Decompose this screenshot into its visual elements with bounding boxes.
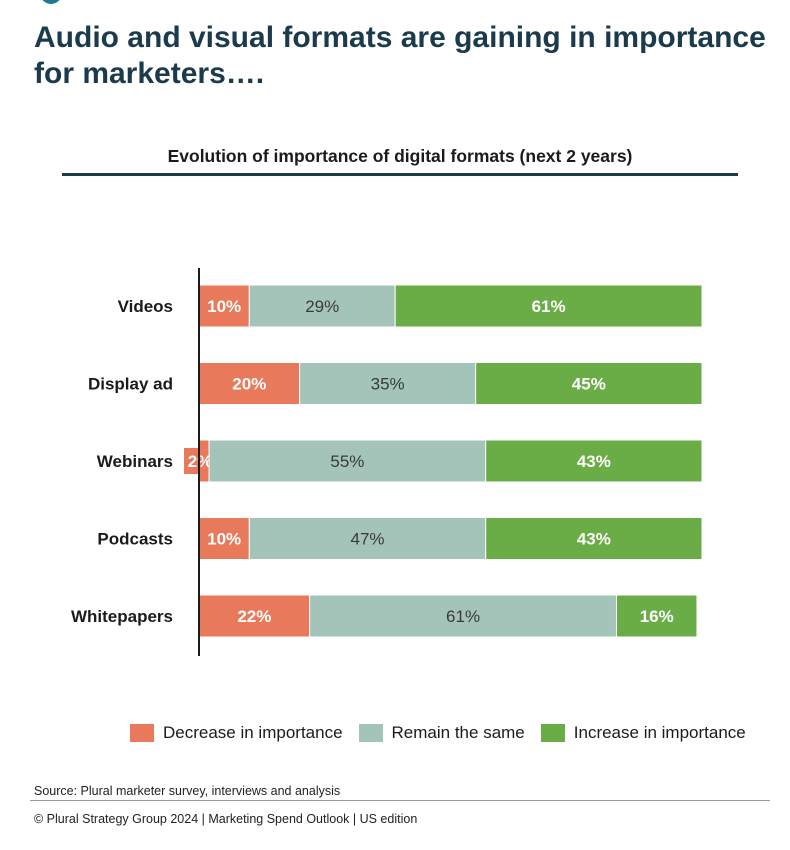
data-label-videos-decrease-in-importance: 10% <box>207 297 241 316</box>
bar-webinars-increase-in-importance <box>485 439 703 483</box>
category-label-display-ad: Display ad <box>88 375 173 394</box>
data-label-podcasts-increase-in-importance: 43% <box>577 530 611 549</box>
bar-videos-increase-in-importance <box>394 284 703 328</box>
corner-logo-mark <box>40 0 62 4</box>
legend-swatch-increase <box>540 724 565 742</box>
bar-podcasts-decrease-in-importance <box>198 517 250 560</box>
chart-title-rule <box>62 173 738 176</box>
data-label-whitepapers-remain-the-same: 61% <box>446 607 480 626</box>
category-label-whitepapers: Whitepapers <box>71 607 173 626</box>
data-label-videos-remain-the-same: 29% <box>305 297 339 316</box>
category-label-webinars: Webinars <box>97 452 173 471</box>
legend-item-remain: Remain the same <box>358 723 525 743</box>
footer-rule <box>30 800 770 801</box>
source-note: Source: Plural marketer survey, intervie… <box>34 784 341 798</box>
bar-podcasts-increase-in-importance <box>485 517 703 560</box>
bar-whitepapers-increase-in-importance <box>615 594 698 638</box>
stacked-bar-chart: Videos 10% 29% 61% Display ad 20% 35% 45% Webina… <box>71 268 703 656</box>
data-label-display-ad-remain-the-same: 35% <box>371 375 405 394</box>
page-title: Audio and visual formats are gaining in … <box>34 21 766 90</box>
data-label-webinars-remain-the-same: 55% <box>330 452 364 471</box>
data-label-display-ad-increase-in-importance: 45% <box>572 375 606 394</box>
data-label-webinars-decrease-in-importance: 2% <box>188 452 213 471</box>
category-label-videos: Videos <box>118 297 173 316</box>
footer-text: © Plural Strategy Group 2024 | Marketing… <box>34 812 418 826</box>
data-label-whitepapers-decrease-in-importance: 22% <box>237 607 271 626</box>
data-label-display-ad-decrease-in-importance: 20% <box>232 375 266 394</box>
data-label-webinars-increase-in-importance: 43% <box>577 452 611 471</box>
legend-label-decrease: Decrease in importance <box>163 723 343 742</box>
chart-legend: Decrease in importance Remain the same I… <box>130 722 762 744</box>
legend-label-increase: Increase in importance <box>573 723 746 742</box>
bar-webinars-remain-the-same <box>208 439 487 483</box>
bar-display-ad-remain-the-same <box>299 362 477 405</box>
bar-videos-remain-the-same <box>248 284 396 328</box>
bar-display-ad-increase-in-importance <box>475 362 703 405</box>
category-label-podcasts: Podcasts <box>97 530 173 549</box>
chart-title: Evolution of importance of digital forma… <box>167 146 633 166</box>
data-label-videos-increase-in-importance: 61% <box>532 297 566 316</box>
legend-swatch-remain <box>358 724 383 742</box>
data-label-podcasts-remain-the-same: 47% <box>350 530 384 549</box>
legend-swatch-decrease <box>130 724 154 742</box>
bar-podcasts-remain-the-same <box>248 517 487 560</box>
bar-whitepapers-decrease-in-importance <box>198 594 311 638</box>
data-label-whitepapers-increase-in-importance: 16% <box>640 607 674 626</box>
legend-label-remain: Remain the same <box>391 723 525 742</box>
legend-item-decrease: Decrease in importance <box>130 723 343 743</box>
bar-whitepapers-remain-the-same <box>309 594 617 638</box>
legend-item-increase: Increase in importance <box>540 723 746 743</box>
bar-videos-decrease-in-importance <box>198 284 250 328</box>
data-label-podcasts-decrease-in-importance: 10% <box>207 530 241 549</box>
